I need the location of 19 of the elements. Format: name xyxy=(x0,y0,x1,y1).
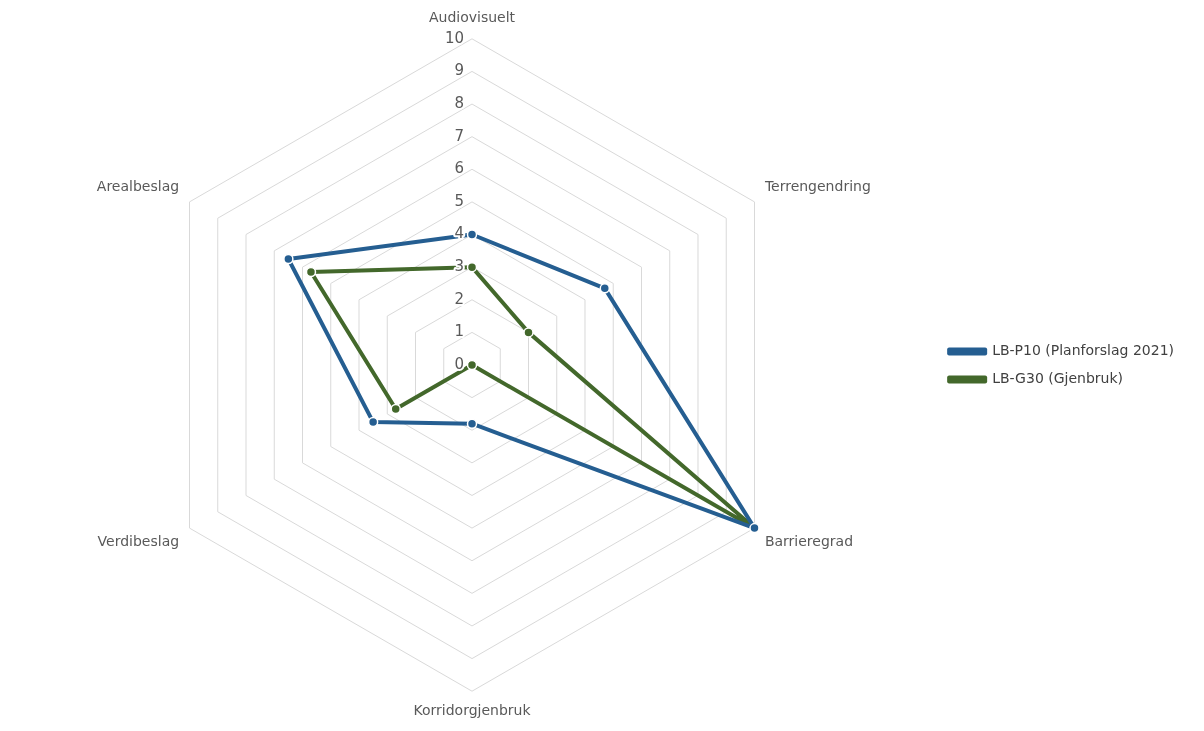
y-tick-label: 4 xyxy=(454,224,464,243)
legend-label: LB-P10 (Planforslag 2021) xyxy=(992,342,1175,359)
y-tick-label: 3 xyxy=(454,257,464,276)
y-tick-label: 8 xyxy=(454,93,464,112)
spoke-label: Arealbeslag xyxy=(96,178,180,195)
y-tick-label: 10 xyxy=(444,28,464,47)
spoke-label: Korridorgjenbruk xyxy=(413,702,532,719)
y-tick-label: 9 xyxy=(454,61,464,80)
y-tick-label: 5 xyxy=(454,191,464,210)
spoke-label: Terrengendring xyxy=(763,178,871,195)
spoke-label: Barrieregrad xyxy=(764,533,854,550)
y-tick-label: 1 xyxy=(454,322,464,341)
y-tick-label: 6 xyxy=(454,159,464,178)
y-tick-label: 7 xyxy=(454,126,464,145)
y-tick-label: 0 xyxy=(454,354,464,373)
spoke-label: Verdibeslag xyxy=(97,533,180,550)
y-tick-label: 2 xyxy=(454,289,464,308)
legend-label: LB-G30 (Gjenbruk) xyxy=(992,370,1124,387)
spoke-label: Audiovisuelt xyxy=(428,9,516,26)
